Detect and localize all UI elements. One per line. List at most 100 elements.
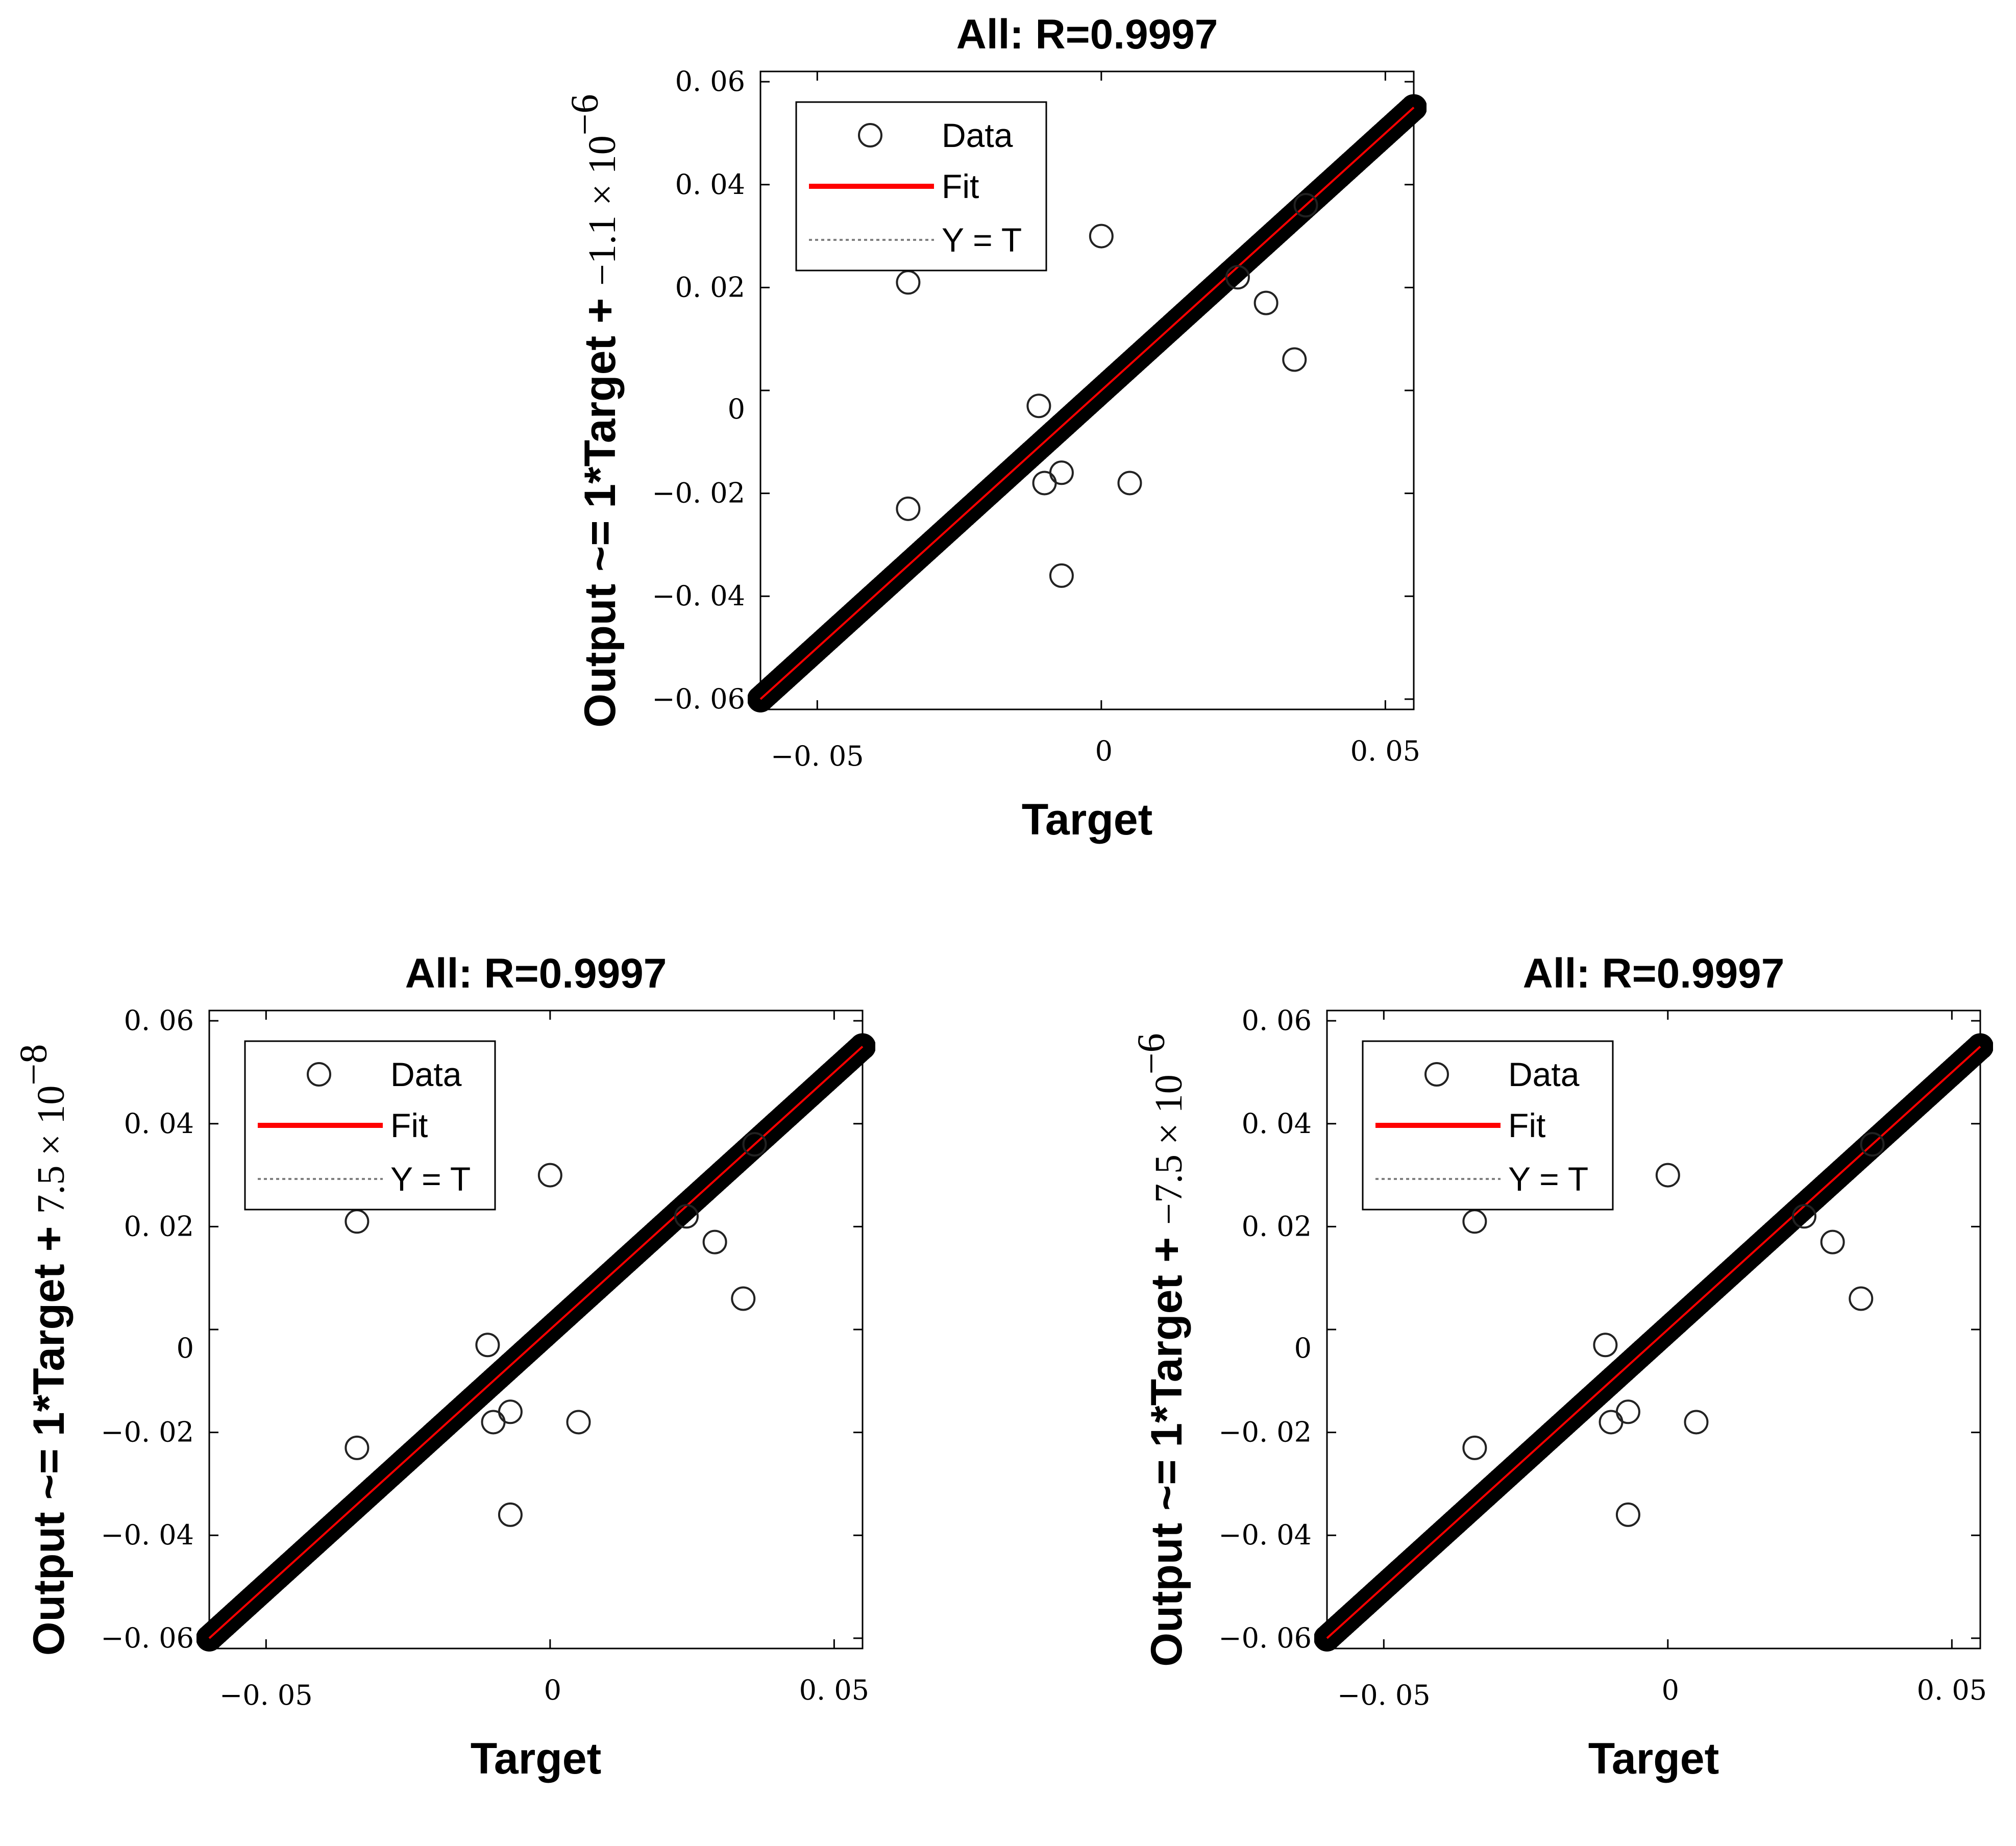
data-point — [1860, 1132, 1885, 1157]
y-tick-label: −0. 04 — [652, 580, 745, 612]
legend-label: Data — [1508, 1055, 1580, 1093]
y-tick-label: 0 — [728, 393, 745, 425]
x-tick-label: −0. 05 — [1337, 1679, 1431, 1711]
legend: Data Fit Y = T — [795, 101, 1047, 272]
y-tick-label: 0 — [1294, 1332, 1312, 1364]
plot-area — [1314, 1033, 1993, 1652]
y-axis-label: Output ~= 1*Target + −7.5 × 10−6 — [1130, 1033, 1191, 1666]
data-point — [1049, 460, 1074, 485]
y-tick-label: 0. 04 — [1242, 1107, 1312, 1140]
x-axis-label: Target — [1022, 795, 1152, 844]
data-point — [566, 1410, 591, 1435]
y-tick-label: −0. 02 — [1218, 1416, 1312, 1448]
y-tick-label: −0. 04 — [101, 1519, 194, 1551]
legend-label: Fit — [1508, 1106, 1545, 1144]
y-tick-label: −0. 06 — [101, 1622, 194, 1654]
y-tick-label: 0. 06 — [1242, 1004, 1312, 1037]
data-point — [674, 1204, 699, 1229]
data-point — [1820, 1229, 1845, 1254]
y-axis-label-main: Output ~= 1*Target + — [1142, 1225, 1191, 1667]
plot-area — [748, 94, 1427, 712]
y-tick-label: −0. 02 — [101, 1416, 194, 1448]
legend-label: Y = T — [1508, 1160, 1588, 1198]
data-point — [1049, 563, 1074, 588]
data-point — [702, 1229, 727, 1254]
x-axis-label: Target — [471, 1734, 601, 1783]
chart-title: All: R=0.9997 — [405, 950, 667, 997]
data-point — [1462, 1435, 1487, 1460]
y-tick-label: 0. 06 — [124, 1004, 194, 1037]
x-tick-label: 0 — [1662, 1674, 1679, 1706]
y-tick-label: 0. 02 — [675, 271, 745, 303]
y-axis-label-exponent: −6 — [563, 94, 606, 135]
x-tick-label: −0. 05 — [219, 1679, 313, 1711]
y-axis-label: Output ~= 1*Target + −1.1 × 10−6 — [563, 94, 625, 727]
data-point — [1117, 471, 1142, 496]
legend-label: Data — [390, 1055, 462, 1093]
legend-data-marker — [858, 123, 882, 147]
chart-svg: All: R=0.9997 −0. 06 −0. 04 −0. 02 0 0. 02 0. … — [1130, 950, 1993, 1783]
data-point — [742, 1132, 767, 1157]
y-axis-label-exponent: −6 — [1130, 1033, 1173, 1074]
legend: Data Fit Y = T — [1362, 1040, 1614, 1211]
x-tick-label: 0 — [1095, 735, 1113, 767]
chart-svg: All: R=0.9997 −0. 06 −0. 04 −0. 02 0 0. 02 0. … — [12, 950, 875, 1783]
chart-svg: All: R=0.9997 −0. 06 −0. 04 −0. 02 0 0. 02 0. … — [563, 11, 1427, 844]
x-tick-label: 0. 05 — [799, 1674, 869, 1706]
y-tick-label: 0 — [177, 1332, 194, 1364]
legend-label: Y = T — [390, 1160, 471, 1198]
legend-data-marker — [307, 1062, 331, 1087]
legend-label: Data — [942, 116, 1013, 154]
y-tick-label: 0. 02 — [1242, 1210, 1312, 1242]
data-point — [1791, 1204, 1816, 1229]
y-axis-label: Output ~= 1*Target + 7.5 × 10−8 — [12, 1044, 73, 1656]
data-point — [1615, 1399, 1640, 1424]
y-axis-label-main: Output ~= 1*Target + — [24, 1214, 73, 1656]
y-axis-label-main: Output ~= 1*Target + — [576, 286, 625, 728]
regression-chart-bottom-left: All: R=0.9997 −0. 06 −0. 04 −0. 02 0 0. 02 0. … — [12, 949, 875, 1827]
data-point — [731, 1286, 756, 1311]
fit-line — [208, 1046, 864, 1639]
data-point — [1089, 224, 1114, 249]
data-point — [1655, 1163, 1680, 1188]
y-tick-label: −0. 06 — [1218, 1622, 1312, 1654]
plot-area — [196, 1033, 875, 1652]
data-point — [537, 1163, 562, 1188]
chart-title: All: R=0.9997 — [956, 11, 1218, 58]
y-axis-label-exponent: −8 — [12, 1044, 55, 1086]
x-tick-label: 0. 05 — [1917, 1674, 1987, 1706]
regression-chart-bottom-right: All: R=0.9997 −0. 06 −0. 04 −0. 02 0 0. 02 0. … — [1130, 949, 1993, 1827]
y-tick-label: −0. 04 — [1218, 1519, 1312, 1551]
y-tick-label: 0. 06 — [675, 65, 745, 97]
y-tick-label: −0. 06 — [652, 683, 745, 715]
x-axis-label: Target — [1588, 1734, 1719, 1783]
y-tick-label: −0. 02 — [652, 477, 745, 509]
data-point — [345, 1435, 370, 1460]
y-axis-label-coefficient: −7.5 × 10 — [1147, 1074, 1190, 1225]
fit-line — [1326, 1046, 1981, 1639]
data-point — [1593, 1333, 1618, 1358]
y-tick-label: 0. 04 — [675, 168, 745, 201]
fit-line — [759, 107, 1415, 700]
legend-label: Y = T — [942, 221, 1022, 259]
data-point — [1253, 290, 1279, 315]
y-axis-label-coefficient: −1.1 × 10 — [581, 135, 624, 286]
data-point — [1282, 347, 1307, 372]
y-tick-label: 0. 04 — [124, 1107, 194, 1140]
data-point — [1684, 1410, 1709, 1435]
data-point — [1615, 1502, 1640, 1527]
legend-data-marker — [1424, 1062, 1449, 1087]
y-tick-label: 0. 02 — [124, 1210, 194, 1242]
x-tick-label: 0 — [544, 1674, 561, 1706]
x-tick-label: 0. 05 — [1350, 735, 1420, 767]
data-point — [896, 496, 921, 521]
legend-label: Fit — [942, 167, 979, 205]
data-point — [1849, 1286, 1874, 1311]
legend-label: Fit — [390, 1106, 428, 1144]
legend: Data Fit Y = T — [244, 1040, 496, 1211]
data-point — [1293, 193, 1318, 218]
data-point — [498, 1502, 523, 1527]
regression-chart-top: All: R=0.9997 −0. 06 −0. 04 −0. 02 0 0. 02 0. … — [563, 10, 1427, 888]
data-point — [475, 1333, 500, 1358]
chart-title: All: R=0.9997 — [1523, 950, 1785, 997]
